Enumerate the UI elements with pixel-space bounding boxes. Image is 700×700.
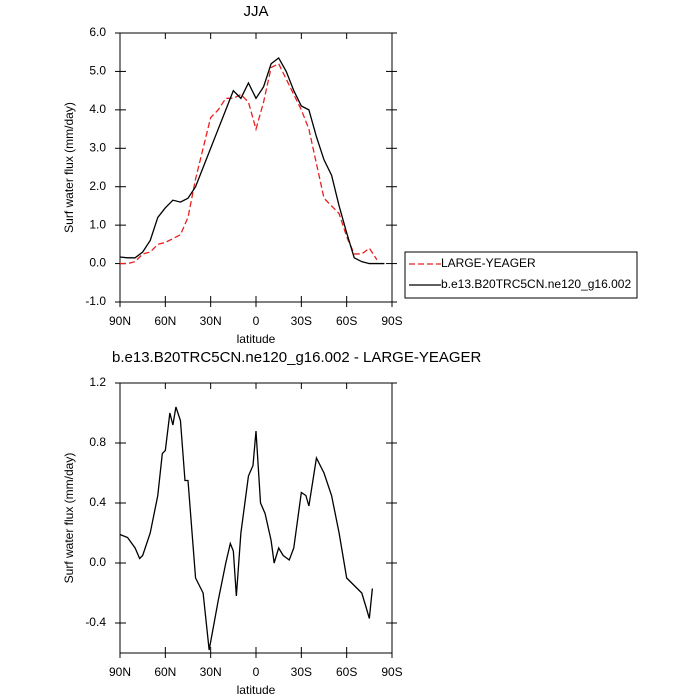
x-tick-label: 60S bbox=[336, 665, 357, 679]
data-line bbox=[119, 406, 374, 651]
plot-frame bbox=[119, 382, 393, 654]
y-tick-label: 1.0 bbox=[89, 217, 106, 231]
chart-title: b.e13.B20TRC5CN.ne120_g16.002 - LARGE-YE… bbox=[112, 349, 482, 366]
y-axis-label: Surf water flux (mm/day) bbox=[62, 453, 76, 584]
y-tick-label: 0.4 bbox=[89, 495, 106, 509]
x-tick-label: 30N bbox=[200, 665, 222, 679]
x-tick-label: 90N bbox=[109, 665, 131, 679]
y-tick-label: -0.4 bbox=[85, 615, 106, 629]
x-tick-label: 90N bbox=[109, 314, 131, 328]
x-tick-label: 90S bbox=[381, 665, 402, 679]
y-tick-label: 6.0 bbox=[89, 25, 106, 39]
y-tick-label: 3.0 bbox=[89, 140, 106, 154]
x-tick-label: 90S bbox=[381, 314, 402, 328]
x-tick-label: 60S bbox=[336, 314, 357, 328]
y-tick-label: -1.0 bbox=[85, 294, 106, 308]
x-tick-label: 0 bbox=[253, 314, 260, 328]
data-line bbox=[120, 62, 378, 265]
y-tick-label: 0.0 bbox=[89, 555, 106, 569]
data-line bbox=[119, 57, 385, 265]
x-tick-label: 60N bbox=[154, 665, 176, 679]
x-tick-label: 30N bbox=[200, 314, 222, 328]
y-tick-label: 4.0 bbox=[89, 102, 106, 116]
legend-box bbox=[404, 251, 638, 299]
x-axis-label: latitude bbox=[237, 683, 276, 697]
y-axis-label: Surf water flux (mm/day) bbox=[62, 102, 76, 233]
x-tick-label: 0 bbox=[253, 665, 260, 679]
x-tick-label: 30S bbox=[291, 314, 312, 328]
y-tick-label: 2.0 bbox=[89, 179, 106, 193]
legend-label: LARGE-YEAGER bbox=[441, 256, 536, 270]
chart-title: JJA bbox=[243, 3, 268, 20]
x-axis-label: latitude bbox=[237, 332, 276, 346]
y-tick-label: 1.2 bbox=[89, 375, 106, 389]
y-tick-label: 5.0 bbox=[89, 64, 106, 78]
y-tick-label: 0.0 bbox=[89, 256, 106, 270]
legend-label: b.e13.B20TRC5CN.ne120_g16.002 bbox=[441, 277, 631, 291]
x-tick-label: 60N bbox=[154, 314, 176, 328]
x-tick-label: 30S bbox=[291, 665, 312, 679]
y-tick-label: 0.8 bbox=[89, 435, 106, 449]
plot-frame bbox=[119, 32, 393, 303]
